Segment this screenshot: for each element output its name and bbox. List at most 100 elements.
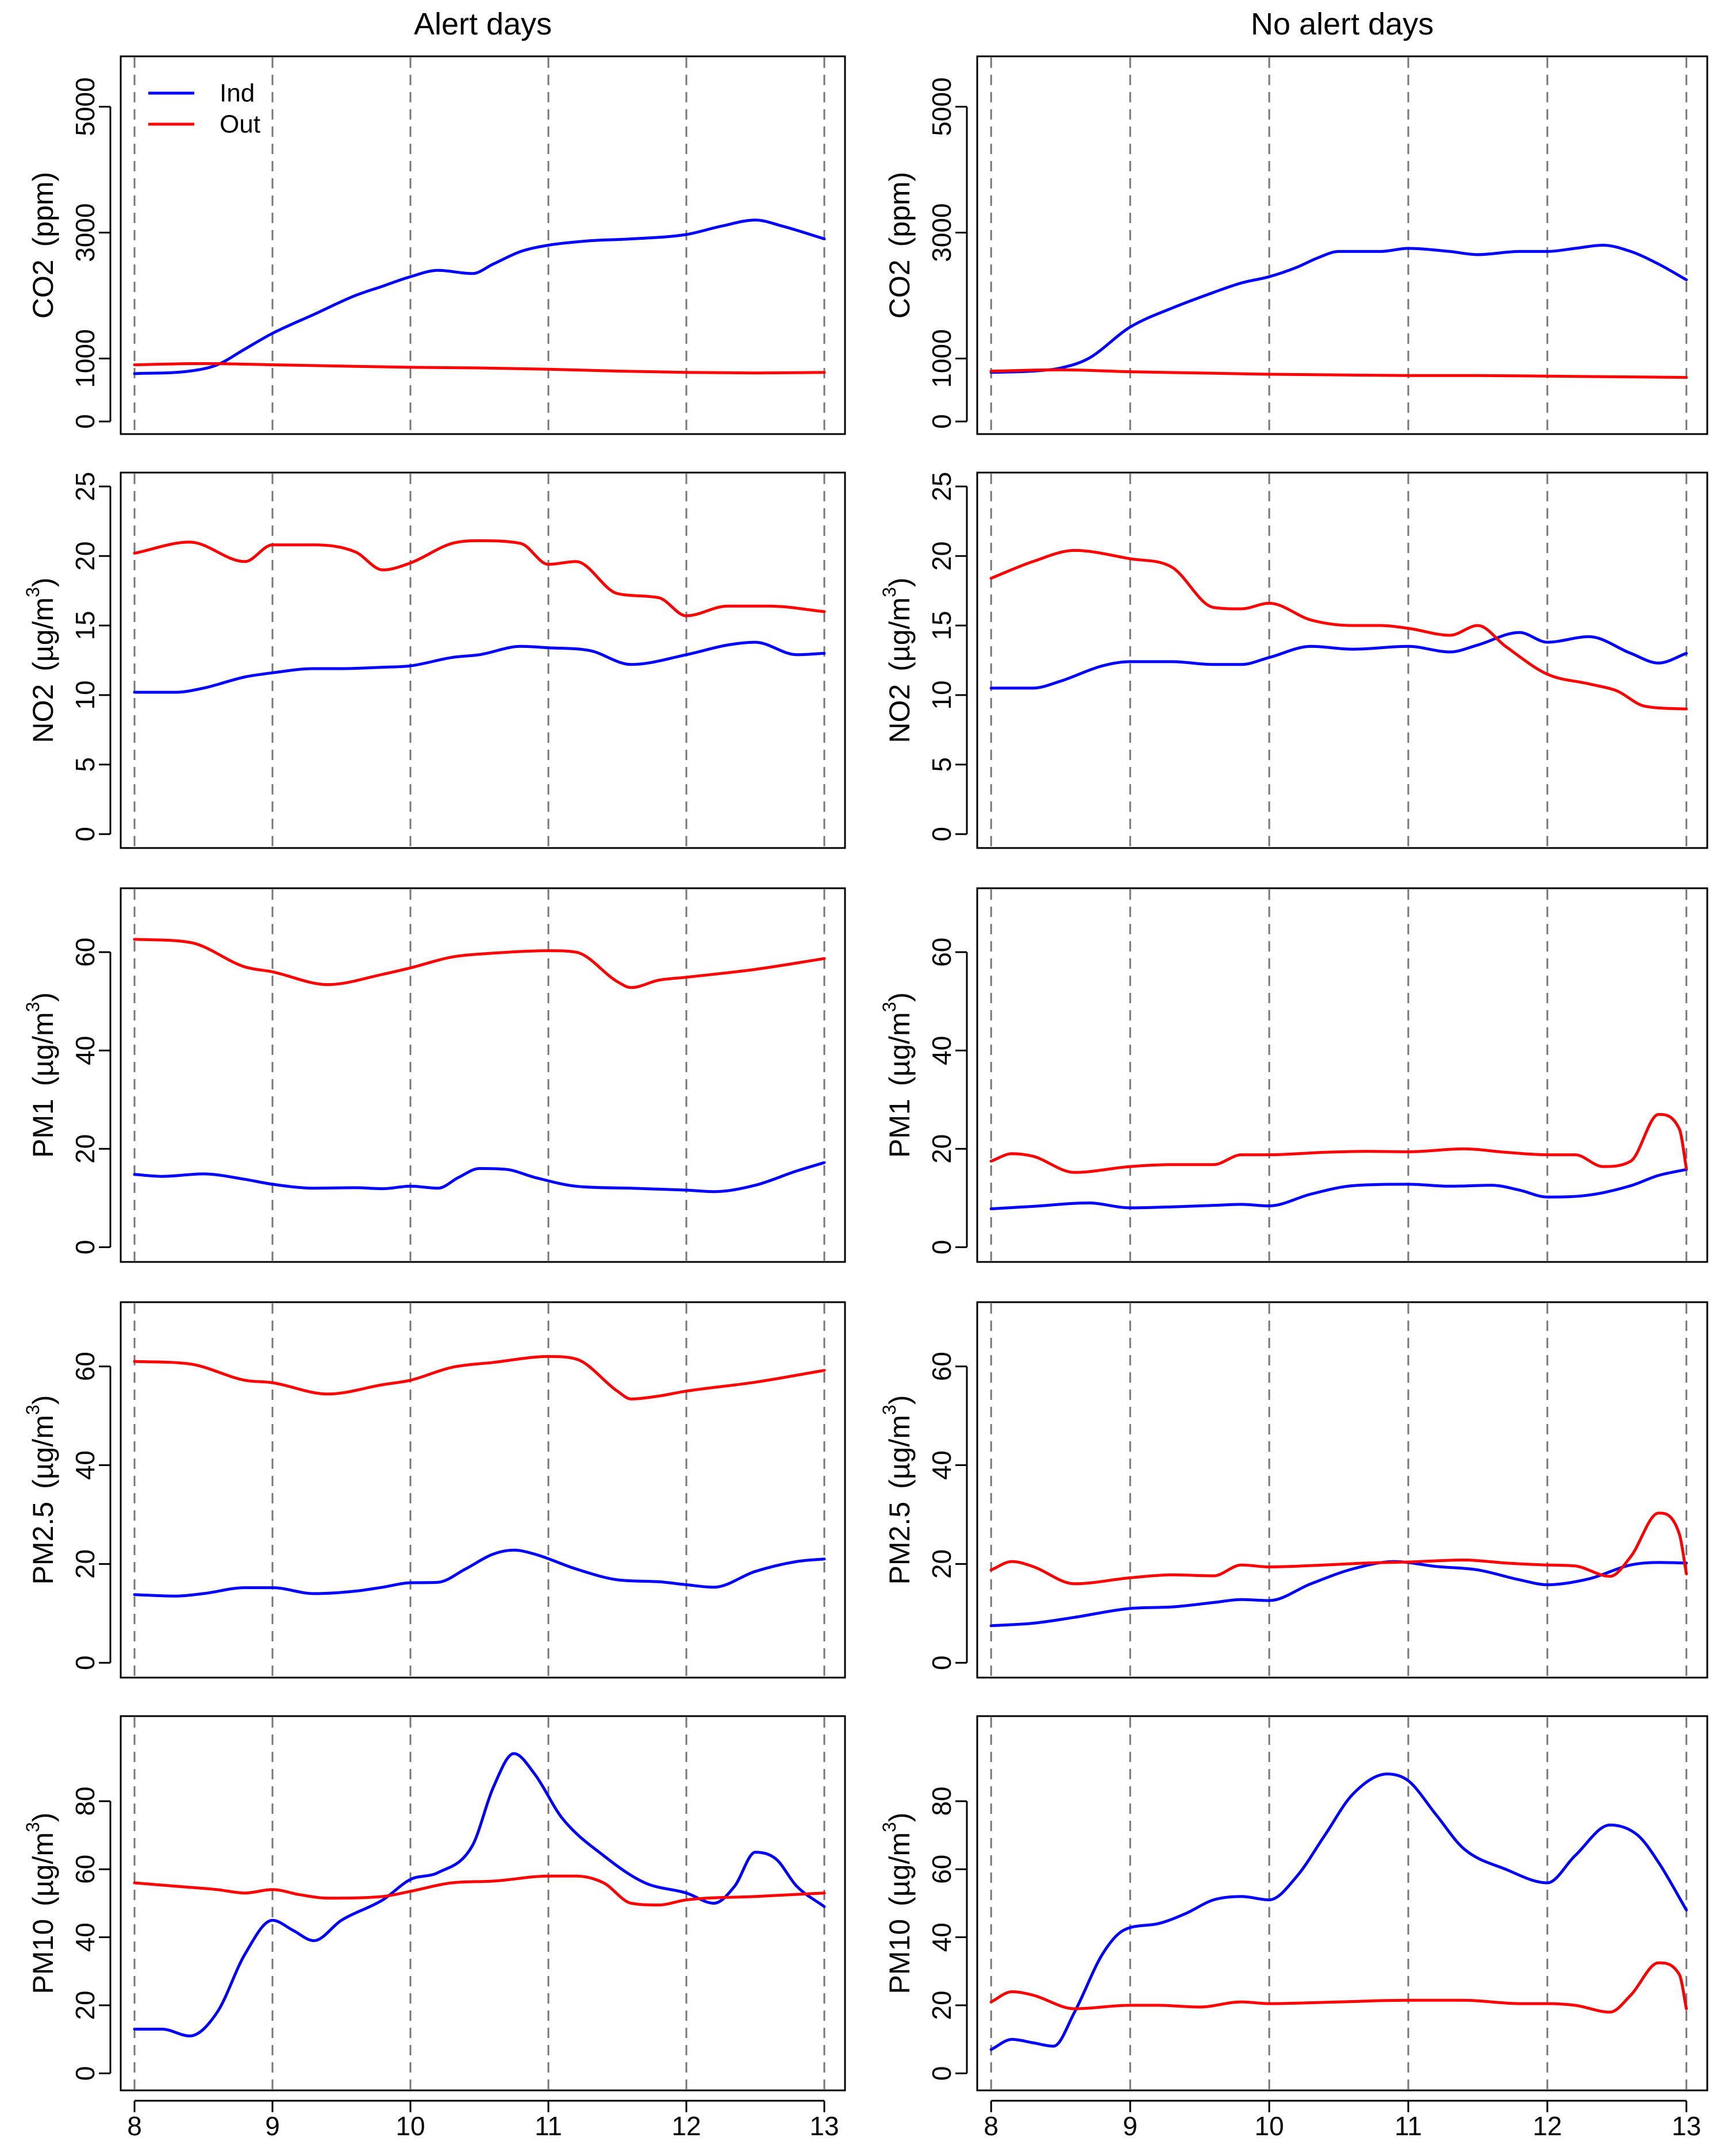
panel-co2-no-alert-days: No alert days 0 1000 3000 5000 CO2 (ppm) — [884, 7, 1708, 435]
y-axis-label-unit: (µg/m — [884, 1415, 916, 1489]
y-axis-label-exponent: 3 — [22, 1002, 43, 1012]
plot-frame — [120, 1301, 846, 1679]
y-tick-label: 25 — [70, 472, 100, 501]
y-tick-label: 60 — [927, 938, 957, 967]
x-tick-label: 11 — [535, 2111, 562, 2141]
y-axis-label-quantity: PM1 — [884, 1099, 916, 1158]
panel-pm1-alert-days: 0 20 40 60 PM1 (µg/m3) — [22, 887, 846, 1263]
y-tick-label: 0 — [927, 1655, 957, 1670]
y-tick-label: 15 — [927, 611, 957, 640]
y-axis-label-close: ) — [27, 992, 59, 1002]
y-tick-label: 3000 — [70, 203, 100, 262]
x-tick-label: 10 — [1254, 2111, 1284, 2141]
panel-no2-no-alert-days: 0 5 10 15 20 25 NO2 (µg/m3) — [879, 471, 1708, 849]
y-axis-label: PM10 (µg/m3) — [879, 1813, 916, 1994]
series-line-ind — [989, 244, 1688, 374]
y-tick-label: 10 — [70, 680, 100, 709]
series-line-ind — [133, 218, 826, 375]
series-line-ind — [989, 631, 1688, 690]
y-tick-label: 5000 — [927, 77, 957, 136]
series-line-out — [989, 1511, 1688, 1586]
y-axis-label-quantity: CO2 — [27, 259, 59, 319]
y-tick-label: 0 — [70, 827, 100, 842]
y-tick-label: 20 — [927, 542, 957, 571]
y-axis-label: NO2 (µg/m3) — [879, 577, 916, 743]
y-axis-label-unit: (µg/m — [884, 1832, 916, 1906]
y-axis-label-quantity: PM1 — [27, 1099, 59, 1158]
y-tick-label: 15 — [70, 611, 100, 640]
x-tick-label: 12 — [671, 2111, 701, 2141]
y-tick-label: 40 — [70, 1451, 100, 1480]
plot-frame — [120, 55, 846, 435]
x-tick-label: 10 — [395, 2111, 425, 2141]
y-tick-label: 0 — [70, 1240, 100, 1255]
y-tick-label: 20 — [70, 1549, 100, 1579]
series-line-ind — [989, 1168, 1688, 1211]
series-line-out — [133, 362, 826, 375]
y-tick-label: 0 — [927, 2066, 957, 2081]
y-tick-label: 40 — [70, 1923, 100, 1952]
x-tick-label: 9 — [1123, 2111, 1138, 2141]
plot-frame — [120, 1715, 846, 2092]
plot-frame — [976, 1715, 1708, 2092]
y-axis-label-exponent: 3 — [22, 1822, 43, 1832]
y-axis-label-close: ) — [884, 1395, 916, 1405]
y-axis-label-exponent: 3 — [22, 1405, 43, 1415]
y-tick-label: 60 — [70, 1352, 100, 1381]
y-tick-label: 0 — [927, 1240, 957, 1255]
y-tick-label: 5 — [70, 757, 100, 772]
y-axis-label-exponent: 3 — [879, 1002, 900, 1012]
y-axis-label: CO2 (ppm) — [27, 172, 59, 319]
panel-pm10-no-alert-days: 0 20 40 60 80 PM10 (µg/m3) 8 9 10 11 12 13 — [879, 1715, 1708, 2141]
x-tick-label: 13 — [809, 2111, 839, 2141]
y-axis-label-quantity: NO2 — [884, 684, 916, 743]
y-tick-label: 0 — [70, 1655, 100, 1670]
panel-pm10-alert-days: 0 20 40 60 80 PM10 (µg/m3) 8 9 10 11 12 13 — [22, 1715, 846, 2141]
panel-pm2-5-alert-days: 0 20 40 60 PM2.5 (µg/m3) — [22, 1301, 846, 1679]
series-line-ind — [989, 1772, 1688, 2051]
x-tick-label: 9 — [265, 2111, 280, 2141]
y-tick-label: 3000 — [927, 203, 957, 262]
x-tick-label: 8 — [984, 2111, 998, 2141]
plot-frame — [976, 471, 1708, 849]
y-axis-label: PM2.5 (µg/m3) — [879, 1395, 916, 1585]
y-tick-label: 20 — [70, 1134, 100, 1164]
series-line-out — [133, 938, 826, 989]
y-tick-label: 5 — [927, 757, 957, 772]
series-line-ind — [133, 1161, 826, 1194]
y-axis-label-unit: (µg/m — [27, 597, 59, 671]
x-tick-label: 11 — [1395, 2111, 1422, 2141]
y-tick-label: 40 — [927, 1036, 957, 1065]
column-title: No alert days — [1251, 7, 1434, 41]
y-axis-label-unit: (µg/m — [884, 1012, 916, 1086]
y-axis-label-close: ) — [884, 577, 916, 587]
y-tick-label: 10 — [927, 680, 957, 709]
series-line-out — [133, 1355, 826, 1400]
y-tick-label: 60 — [927, 1352, 957, 1381]
series-line-ind — [133, 1548, 826, 1598]
y-tick-label: 0 — [70, 414, 100, 429]
y-axis-label: NO2 (µg/m3) — [22, 577, 59, 743]
y-axis-label-unit: (µg/m — [27, 1012, 59, 1086]
y-axis-label-quantity: PM2.5 — [884, 1502, 916, 1585]
y-axis-label-exponent: 3 — [879, 1822, 900, 1832]
y-tick-label: 0 — [927, 827, 957, 842]
y-tick-label: 40 — [70, 1036, 100, 1065]
y-axis-label-quantity: CO2 — [884, 259, 916, 319]
y-axis-label-unit: (µg/m — [27, 1415, 59, 1489]
series-line-out — [133, 1874, 826, 1906]
y-axis-label-quantity: PM10 — [27, 1919, 59, 1994]
series-line-out — [989, 1961, 1688, 2014]
y-tick-label: 60 — [927, 1855, 957, 1884]
y-tick-label: 60 — [70, 938, 100, 967]
plot-frame — [976, 55, 1708, 435]
y-axis-label-quantity: PM2.5 — [27, 1502, 59, 1585]
y-tick-label: 20 — [70, 1990, 100, 2020]
y-tick-label: 1000 — [70, 329, 100, 387]
plot-frame — [120, 471, 846, 849]
y-tick-label: 20 — [927, 1134, 957, 1164]
y-tick-label: 0 — [927, 414, 957, 429]
y-axis-label-quantity: NO2 — [27, 684, 59, 743]
y-axis-label-quantity: PM10 — [884, 1919, 916, 1994]
